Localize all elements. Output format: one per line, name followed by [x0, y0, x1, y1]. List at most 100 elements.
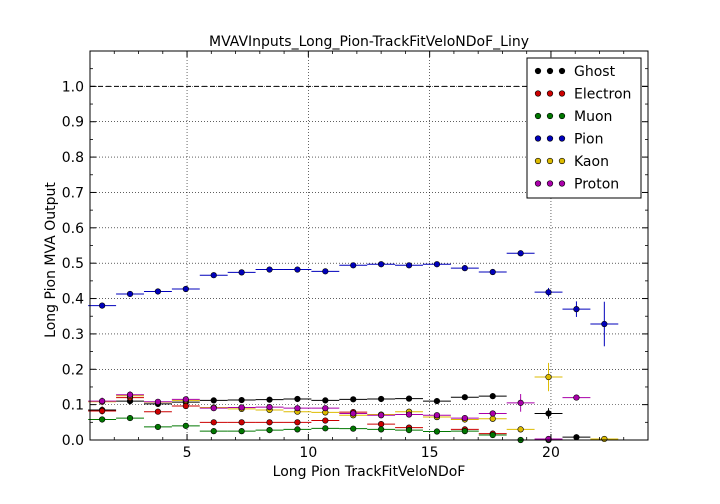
- data-point: [294, 266, 301, 273]
- data-point: [489, 415, 496, 422]
- data-point: [294, 419, 301, 426]
- data-point: [126, 414, 134, 422]
- x-tick-label: 15: [421, 445, 439, 461]
- legend-marker: [546, 90, 554, 97]
- data-point: [573, 394, 580, 401]
- axis-ticks: 5 10 15 20 0.0 0.1 0.2 0.3 0.4 0.5 0.6 0.7 0.8 0.9 1.0: [62, 51, 649, 461]
- data-point: [182, 285, 189, 293]
- series-proton: [88, 391, 591, 443]
- data-point: [99, 416, 106, 423]
- data-point: [210, 428, 217, 435]
- legend-marker: [546, 157, 554, 165]
- data-point: [545, 289, 552, 296]
- data-point: [433, 428, 441, 435]
- data-point: [378, 261, 385, 268]
- x-axis-label: Long Pion TrackFitVeloNDoF: [273, 464, 466, 480]
- data-point: [378, 412, 385, 419]
- data-point: [294, 426, 301, 433]
- data-point: [405, 411, 413, 418]
- data-point: [489, 431, 496, 439]
- legend-marker: [558, 157, 566, 165]
- data-point: [126, 290, 134, 298]
- data-point: [378, 426, 385, 433]
- data-point: [573, 434, 580, 441]
- data-point: [545, 410, 552, 417]
- data-point: [461, 428, 468, 435]
- data-point: [350, 410, 357, 417]
- legend-entry-kaon: Kaon: [534, 154, 609, 170]
- data-point: [489, 410, 496, 417]
- legend-marker: [558, 90, 566, 97]
- data-point: [433, 412, 441, 419]
- data-point: [461, 414, 468, 422]
- legend-marker: [558, 112, 566, 120]
- y-tick-label: 0.7: [62, 185, 84, 201]
- data-point: [322, 417, 329, 424]
- data-point: [517, 250, 524, 257]
- data-point: [154, 398, 162, 405]
- data-point: [545, 373, 552, 381]
- y-tick-label: 0.4: [62, 292, 84, 308]
- chart-title: MVAVInputs_Long_Pion-TrackFitVeloNDoF_Li…: [209, 34, 529, 50]
- data-point: [489, 393, 496, 400]
- data-point: [322, 268, 329, 275]
- data-point: [154, 408, 162, 415]
- data-point: [238, 428, 245, 435]
- data-point: [350, 396, 357, 403]
- y-axis-label: Long Pion MVA Output: [43, 182, 59, 338]
- data-point: [182, 422, 189, 429]
- data-point: [266, 404, 273, 411]
- legend-label: Ghost: [574, 64, 616, 80]
- legend-entry-muon: Muon: [534, 109, 612, 125]
- legend-entry-ghost: Ghost: [534, 64, 616, 80]
- legend-box: [526, 57, 642, 199]
- data-point: [378, 420, 385, 428]
- data-point: [322, 397, 329, 404]
- data-point: [573, 306, 580, 313]
- data-point: [517, 426, 524, 433]
- data-point: [99, 398, 106, 405]
- legend-marker: [546, 67, 554, 75]
- data-point: [433, 261, 441, 268]
- legend-label: Muon: [574, 109, 612, 125]
- legend-marker: [558, 180, 566, 187]
- data-point: [266, 419, 273, 426]
- legend-entry-electron: Electron: [534, 87, 631, 103]
- x-tick-label: 5: [183, 445, 192, 461]
- legend-marker: [546, 135, 554, 142]
- legend-marker: [558, 135, 566, 142]
- y-tick-label: 1.0: [62, 79, 84, 95]
- data-point: [154, 288, 162, 295]
- data-point: [294, 405, 301, 412]
- data-point: [601, 320, 608, 328]
- x-tick-label: 20: [542, 445, 560, 461]
- legend-label: Electron: [574, 87, 631, 103]
- data-point: [322, 405, 329, 412]
- data-point: [378, 395, 385, 403]
- legend-marker: [546, 112, 554, 120]
- legend-marker: [534, 112, 542, 120]
- data-point: [266, 396, 273, 403]
- y-tick-label: 0.3: [62, 327, 84, 343]
- data-point: [238, 419, 245, 426]
- data-point: [405, 262, 413, 269]
- data-point: [433, 398, 441, 405]
- data-point: [99, 302, 106, 309]
- data-point: [266, 266, 273, 273]
- data-point: [294, 395, 301, 403]
- data-point: [489, 268, 496, 276]
- data-point: [601, 435, 608, 443]
- y-tick-label: 0.8: [62, 150, 84, 166]
- data-point: [266, 426, 273, 434]
- x-tick-label: 10: [299, 445, 317, 461]
- y-tick-label: 0.5: [62, 256, 84, 272]
- legend-label: Proton: [574, 177, 619, 193]
- legend-label: Pion: [574, 132, 603, 148]
- legend-marker: [534, 67, 542, 75]
- legend: Ghost Electron Muon Pion Kaon Proton: [526, 57, 642, 199]
- data-point: [350, 425, 357, 432]
- data-point: [182, 402, 189, 410]
- data-point: [210, 397, 217, 404]
- legend-marker: [546, 180, 554, 187]
- y-tick-label: 0.0: [62, 433, 84, 449]
